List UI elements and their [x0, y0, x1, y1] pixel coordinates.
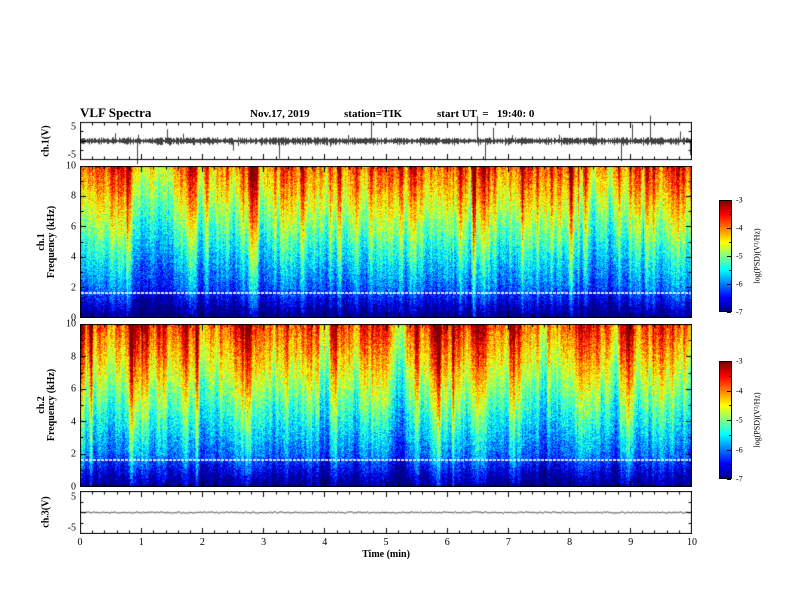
y-tick-label: 8 [71, 190, 76, 202]
x-tick-label: 2 [199, 537, 205, 548]
y-tick-label: -5 [67, 522, 76, 534]
ch3-waveform-plot [80, 491, 692, 534]
x-tick-label: 10 [687, 537, 697, 548]
colorbar-label: log(PSD)(V²/Hz) [752, 392, 762, 448]
x-tick-label: 0 [77, 537, 83, 548]
colorbar-minor-tick-mark [729, 214, 731, 215]
y-tick-label: 6 [71, 383, 76, 395]
x-tick-label: 1 [138, 537, 144, 548]
x-tick-label: 3 [261, 537, 267, 548]
time-axis-label: Time (min) [362, 549, 410, 560]
colorbar-tick-label: -3 [736, 356, 743, 366]
colorbar-minor-tick-mark [729, 298, 731, 299]
colorbar-minor-tick-mark [729, 435, 731, 436]
colorbar-tick-mark [727, 420, 731, 421]
ch1-spectrogram [80, 166, 692, 318]
colorbar-tick-mark [727, 479, 731, 480]
ch1-waveform-plot [80, 100, 692, 172]
colorbar-minor-tick-mark [729, 270, 731, 271]
y-tick-label: -5 [67, 149, 76, 161]
y-tick-label: 2 [71, 282, 76, 294]
colorbar-tick-mark [727, 361, 731, 362]
y-tick-label: 10 [66, 160, 76, 172]
colorbar-ch2 [719, 361, 732, 479]
colorbar-tick-mark [727, 391, 731, 392]
colorbar-tick-label: -6 [736, 279, 743, 289]
colorbar-tick-mark [727, 200, 731, 201]
x-tick-label: 9 [628, 537, 634, 548]
y-tick-label: 0 [71, 481, 76, 493]
y-tick-label: 0 [71, 312, 76, 324]
colorbar-tick-label: -5 [736, 415, 743, 425]
colorbar-tick-mark [727, 312, 731, 313]
colorbar-minor-tick-mark [729, 405, 731, 406]
colorbar-tick-mark [727, 256, 731, 257]
y-tick-label: 6 [71, 221, 76, 233]
ch2-spectrogram [80, 324, 692, 487]
ch1-frequency-unit-label: Frequency (kHz) [46, 205, 57, 279]
ch1-frequency-axis-label: ch.1 Frequency (kHz) [36, 205, 57, 279]
colorbar-gradient [719, 361, 732, 479]
colorbar-tick-label: -4 [736, 386, 743, 395]
colorbar-tick-label: -7 [736, 307, 743, 317]
colorbar-tick-label: -6 [736, 445, 743, 454]
colorbar-tick-mark [727, 450, 731, 451]
ch2-frequency-unit-label: Frequency (kHz) [46, 368, 57, 442]
x-tick-label: 5 [383, 537, 389, 548]
colorbar-tick-label: -5 [736, 251, 743, 261]
colorbar-minor-tick-mark [729, 376, 731, 377]
x-tick-label: 4 [322, 537, 328, 548]
colorbar-tick-label: -3 [736, 195, 743, 205]
x-tick-label: 6 [444, 537, 450, 548]
x-tick-label: 7 [505, 537, 511, 548]
ch2-frequency-axis-label: ch.2 Frequency (kHz) [36, 368, 57, 442]
colorbar-tick-label: -7 [736, 474, 743, 484]
colorbar-tick-label: -4 [736, 223, 743, 233]
y-tick-label: 5 [71, 121, 76, 133]
y-tick-label: 2 [71, 448, 76, 460]
colorbar-tick-mark [727, 284, 731, 285]
x-tick-label: 8 [567, 537, 573, 548]
colorbar-label: log(PSD)(V²/Hz) [752, 228, 762, 284]
y-tick-label: 5 [71, 491, 76, 503]
y-tick-label: 4 [71, 416, 76, 428]
y-tick-label: 10 [66, 318, 76, 330]
colorbar-minor-tick-mark [729, 242, 731, 243]
y-tick-label: 8 [71, 351, 76, 363]
colorbar-minor-tick-mark [729, 464, 731, 465]
colorbar-tick-mark [727, 228, 731, 229]
y-tick-label: 4 [71, 251, 76, 263]
